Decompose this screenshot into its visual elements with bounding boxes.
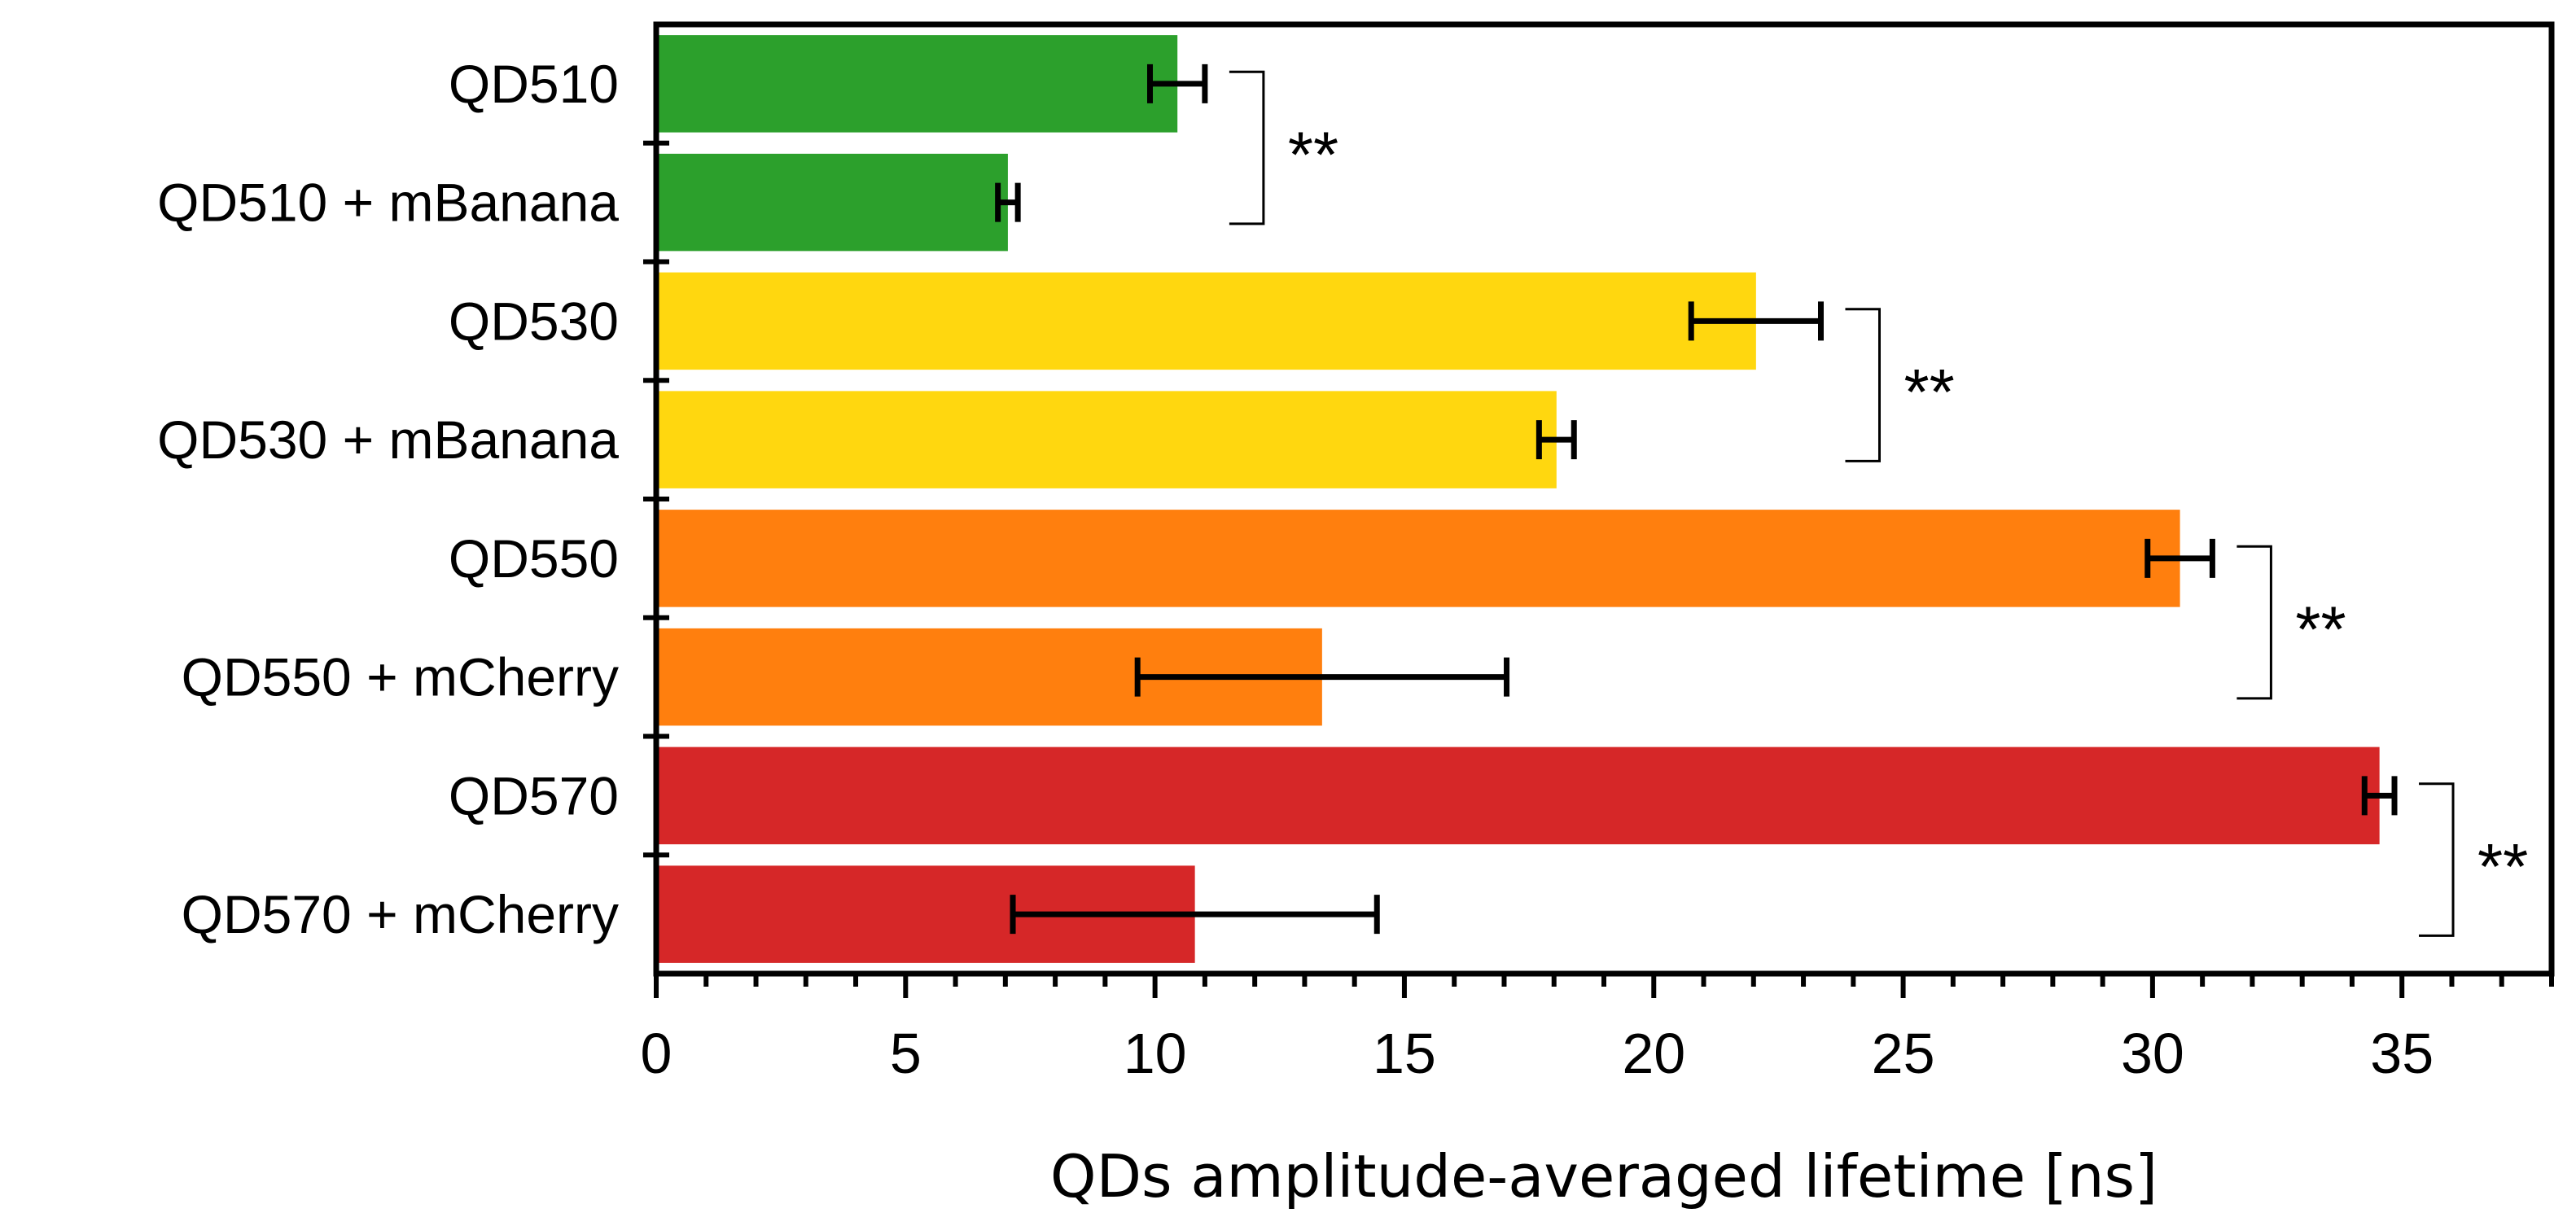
significance-label: ** bbox=[1288, 119, 1338, 191]
bar bbox=[656, 35, 1178, 133]
bracket-line bbox=[2236, 545, 2272, 700]
error-bar bbox=[1010, 895, 1380, 935]
error-bar bbox=[1147, 63, 1208, 103]
category-label: QD570 bbox=[449, 765, 619, 825]
x-tick-label: 20 bbox=[1622, 1022, 1685, 1085]
significance-bracket: ** bbox=[1229, 70, 1338, 225]
error-bar bbox=[2361, 776, 2398, 816]
x-tick-label: 35 bbox=[2370, 1022, 2434, 1085]
error-bar bbox=[1134, 657, 1510, 697]
category-label: QD510 + mBanana bbox=[157, 173, 619, 233]
bracket-line bbox=[1229, 70, 1265, 225]
y-axis: QD510 QD510 + mBanana QD530 QD530 + mBanana… bbox=[157, 54, 669, 944]
x-tick-label: 10 bbox=[1124, 1022, 1187, 1085]
bar bbox=[656, 747, 2380, 845]
significance-bracket: ** bbox=[2419, 782, 2528, 937]
x-tick-label: 5 bbox=[890, 1022, 922, 1085]
significance-label: ** bbox=[1904, 356, 1954, 428]
x-axis: 0 5 10 15 20 25 30 35 bbox=[641, 974, 2554, 1085]
x-tick-label: 30 bbox=[2121, 1022, 2184, 1085]
bar bbox=[656, 153, 1008, 252]
error-bars-layer bbox=[995, 63, 2398, 935]
error-bar bbox=[995, 182, 1021, 222]
category-label: QD530 + mBanana bbox=[157, 409, 619, 470]
category-label: QD510 bbox=[449, 54, 619, 114]
category-label: QD550 + mCherry bbox=[182, 647, 619, 707]
error-bar bbox=[1688, 301, 1824, 341]
error-bar bbox=[1536, 420, 1577, 460]
bar bbox=[656, 272, 1756, 370]
bar bbox=[656, 510, 2180, 607]
x-tick-label: 25 bbox=[1872, 1022, 1935, 1085]
category-label: QD550 bbox=[449, 528, 619, 589]
bracket-line bbox=[2419, 782, 2455, 937]
significance-bracket: ** bbox=[1845, 308, 1955, 462]
significance-label: ** bbox=[2295, 593, 2346, 666]
bars-layer bbox=[656, 35, 2380, 963]
x-tick-label: 0 bbox=[641, 1022, 672, 1085]
bracket-line bbox=[1845, 308, 1881, 462]
category-label: QD570 + mCherry bbox=[182, 884, 619, 944]
x-tick-label: 15 bbox=[1373, 1022, 1436, 1085]
error-bar bbox=[2144, 538, 2215, 578]
x-axis-title: QDs amplitude-averaged lifetime [ns] bbox=[1050, 1142, 2158, 1211]
significance-bracket: ** bbox=[2236, 545, 2346, 700]
significance-label: ** bbox=[2477, 830, 2528, 903]
significance-layer: ** ** ** ** bbox=[1229, 70, 2528, 937]
category-label: QD530 bbox=[449, 291, 619, 351]
bar bbox=[656, 391, 1557, 488]
